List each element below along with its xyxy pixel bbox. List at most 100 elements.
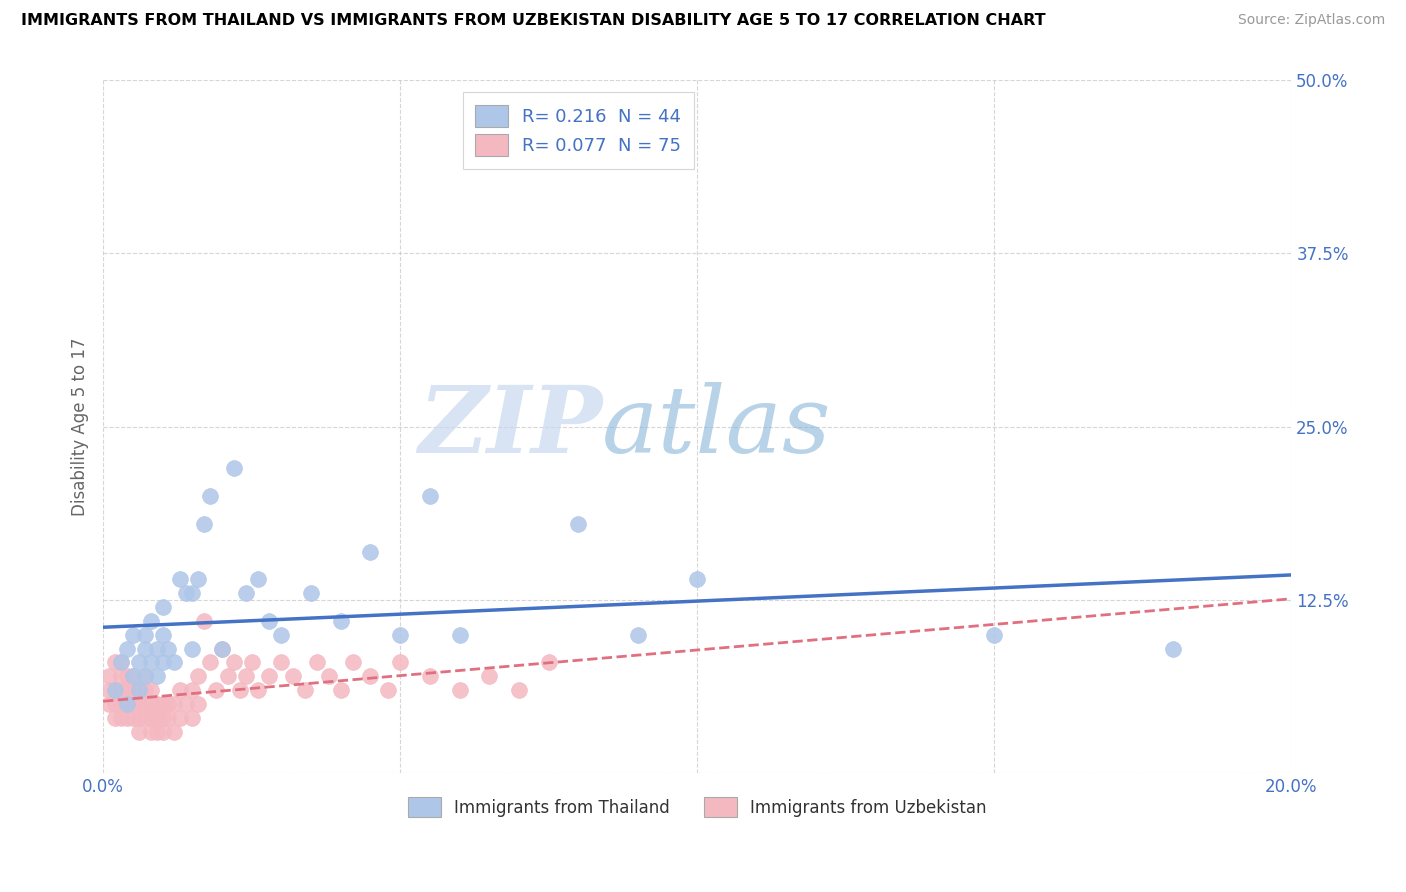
Point <box>128 724 150 739</box>
Point <box>110 656 132 670</box>
Point <box>115 711 138 725</box>
Point <box>419 669 441 683</box>
Point <box>449 683 471 698</box>
Point <box>157 641 180 656</box>
Point <box>187 697 209 711</box>
Point <box>342 656 364 670</box>
Point <box>627 628 650 642</box>
Point <box>537 656 560 670</box>
Point <box>359 544 381 558</box>
Point <box>139 724 162 739</box>
Point <box>121 669 143 683</box>
Point <box>283 669 305 683</box>
Point <box>419 489 441 503</box>
Point <box>329 683 352 698</box>
Point <box>145 669 167 683</box>
Point <box>240 656 263 670</box>
Point <box>128 683 150 698</box>
Point <box>983 628 1005 642</box>
Point <box>157 711 180 725</box>
Point <box>145 724 167 739</box>
Point <box>259 669 281 683</box>
Point <box>115 697 138 711</box>
Point <box>187 669 209 683</box>
Point <box>318 669 340 683</box>
Point <box>389 628 412 642</box>
Point <box>567 516 589 531</box>
Point <box>198 489 221 503</box>
Point <box>139 683 162 698</box>
Text: atlas: atlas <box>602 382 832 472</box>
Point <box>139 697 162 711</box>
Point <box>299 586 322 600</box>
Point <box>211 641 233 656</box>
Point <box>145 697 167 711</box>
Point <box>115 683 138 698</box>
Point <box>686 572 709 586</box>
Legend: Immigrants from Thailand, Immigrants from Uzbekistan: Immigrants from Thailand, Immigrants fro… <box>401 790 994 824</box>
Point <box>389 656 412 670</box>
Point <box>152 711 174 725</box>
Point <box>104 711 127 725</box>
Point <box>134 628 156 642</box>
Point <box>152 697 174 711</box>
Point <box>235 669 257 683</box>
Point <box>121 697 143 711</box>
Point <box>121 711 143 725</box>
Point <box>152 628 174 642</box>
Point <box>193 516 215 531</box>
Point <box>134 711 156 725</box>
Point <box>181 586 204 600</box>
Point <box>508 683 530 698</box>
Point <box>134 669 156 683</box>
Point <box>134 669 156 683</box>
Point <box>145 641 167 656</box>
Point <box>1161 641 1184 656</box>
Point <box>152 724 174 739</box>
Point <box>229 683 252 698</box>
Point <box>169 572 191 586</box>
Point <box>128 683 150 698</box>
Point <box>121 683 143 698</box>
Point <box>152 656 174 670</box>
Point <box>163 724 186 739</box>
Point <box>163 656 186 670</box>
Point <box>139 656 162 670</box>
Point <box>98 683 121 698</box>
Point <box>259 614 281 628</box>
Point <box>104 656 127 670</box>
Point <box>478 669 501 683</box>
Point <box>115 641 138 656</box>
Point <box>110 669 132 683</box>
Point <box>134 641 156 656</box>
Point <box>110 656 132 670</box>
Point <box>145 711 167 725</box>
Point <box>176 586 198 600</box>
Point <box>235 586 257 600</box>
Point <box>157 697 180 711</box>
Point <box>187 572 209 586</box>
Point <box>305 656 328 670</box>
Text: Source: ZipAtlas.com: Source: ZipAtlas.com <box>1237 13 1385 28</box>
Point <box>110 683 132 698</box>
Point <box>134 697 156 711</box>
Point <box>181 683 204 698</box>
Point <box>181 641 204 656</box>
Point <box>294 683 316 698</box>
Point <box>449 628 471 642</box>
Point <box>98 669 121 683</box>
Point <box>121 628 143 642</box>
Point <box>359 669 381 683</box>
Point <box>104 697 127 711</box>
Point <box>205 683 228 698</box>
Point <box>110 697 132 711</box>
Point <box>115 697 138 711</box>
Point <box>270 656 292 670</box>
Point <box>169 711 191 725</box>
Point <box>181 711 204 725</box>
Point <box>329 614 352 628</box>
Point <box>176 697 198 711</box>
Point <box>115 669 138 683</box>
Text: IMMIGRANTS FROM THAILAND VS IMMIGRANTS FROM UZBEKISTAN DISABILITY AGE 5 TO 17 CO: IMMIGRANTS FROM THAILAND VS IMMIGRANTS F… <box>21 13 1046 29</box>
Text: ZIP: ZIP <box>418 382 602 472</box>
